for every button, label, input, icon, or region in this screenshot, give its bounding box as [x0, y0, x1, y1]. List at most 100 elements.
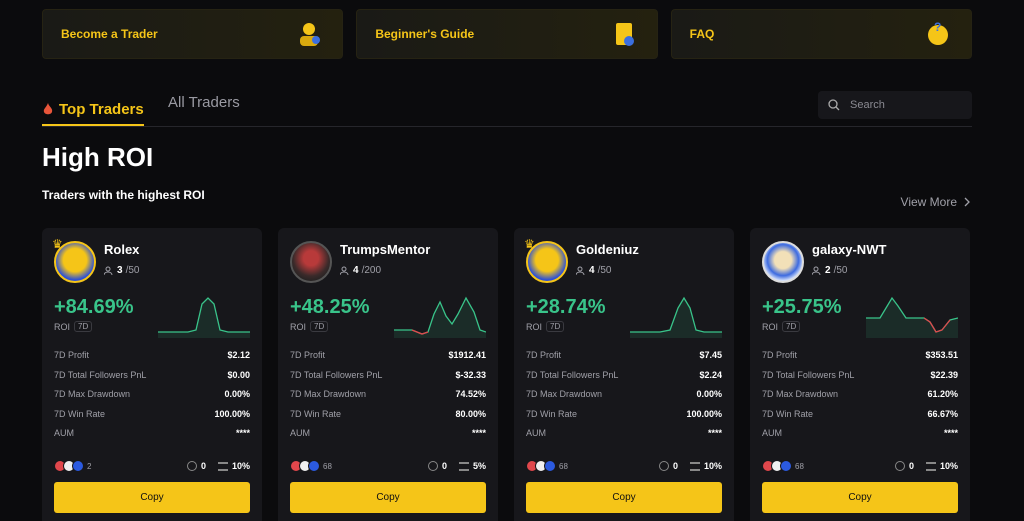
beginners-guide-banner[interactable]: Beginner's Guide	[356, 9, 658, 59]
sparkline-area	[394, 298, 486, 338]
stat-value: $1912.41	[448, 350, 486, 360]
tab-top-traders[interactable]: Top Traders	[42, 94, 144, 126]
stat-value: $7.45	[699, 350, 722, 360]
avatar	[526, 241, 568, 283]
stat-label: 7D Total Followers PnL	[762, 369, 855, 380]
stat-value: 0.00%	[696, 389, 722, 399]
copiers-stat: 0	[186, 461, 206, 471]
copiers-stat: 0	[427, 461, 447, 471]
roi-label-row: ROI 7D	[54, 321, 93, 332]
faq-icon: ?	[927, 20, 948, 45]
share-value: 5%	[472, 461, 486, 471]
roi-label: ROI	[54, 321, 71, 332]
stat-label: 7D Max Drawdown	[54, 389, 131, 399]
followers-current: 4	[589, 265, 595, 276]
become-trader-banner[interactable]: Become a Trader	[42, 9, 344, 59]
follower-count: 4/200	[340, 265, 381, 276]
copy-button[interactable]: Copy	[290, 482, 486, 513]
roi-label: ROI	[762, 321, 779, 332]
stats-list: 7D Profit $1912.41 7D Total Followers PnL $…	[290, 350, 486, 448]
followers-max: /50	[125, 265, 140, 276]
stack-icon	[689, 461, 700, 471]
roi-sparkline	[866, 296, 958, 338]
stat-label: 7D Max Drawdown	[762, 389, 839, 399]
stat-value: $2.12	[227, 350, 250, 360]
stat-label: 7D Win Rate	[54, 408, 106, 419]
stat-row: 7D Total Followers PnL $0.00	[54, 370, 250, 390]
followers-max: /200	[361, 265, 382, 276]
stat-row: 7D Win Rate 100.00%	[54, 409, 250, 429]
stack-icon	[458, 461, 469, 471]
crown-icon: ♛	[52, 237, 63, 251]
stat-row: 7D Win Rate 66.67%	[762, 409, 958, 429]
period-badge: 7D	[782, 321, 801, 332]
stat-value: ****	[943, 428, 958, 438]
coin-count: 68	[323, 461, 332, 471]
copiers-value: 0	[908, 461, 914, 471]
share-value: 10%	[939, 461, 958, 471]
coin-list: 68	[526, 460, 568, 472]
tab-label: Top Traders	[59, 100, 144, 118]
sparkline-area	[630, 298, 722, 338]
stat-row: 7D Profit $1912.41	[290, 350, 486, 370]
copy-button[interactable]: Copy	[54, 482, 250, 513]
section-subtitle: Traders with the highest ROI	[42, 188, 205, 202]
coin-list: 68	[290, 460, 332, 472]
search-input[interactable]	[850, 99, 960, 111]
copy-button[interactable]: Copy	[526, 482, 722, 513]
promo-row: Become a Trader Beginner's Guide FAQ ?	[42, 9, 972, 59]
stat-label: 7D Win Rate	[290, 408, 342, 419]
stat-row: 7D Max Drawdown 0.00%	[526, 389, 722, 409]
tab-all-traders[interactable]: All Traders	[168, 94, 240, 111]
avatar	[290, 241, 332, 283]
trader-name[interactable]: TrumpsMentor	[340, 242, 431, 257]
copiers-icon	[894, 461, 905, 471]
crown-icon: ♛	[524, 237, 535, 251]
stat-row: 7D Win Rate 80.00%	[290, 409, 486, 429]
stat-value: $22.39	[930, 369, 958, 380]
coin-icon	[780, 460, 792, 472]
promo-label: Become a Trader	[61, 27, 158, 41]
sparkline-negative	[923, 317, 951, 333]
stat-value: 80.00%	[455, 408, 486, 419]
stat-value: 61.20%	[927, 389, 958, 399]
stat-value: ****	[235, 428, 250, 438]
roi-label: ROI	[526, 321, 543, 332]
sparkline-line	[630, 296, 722, 333]
stats-list: 7D Profit $353.51 7D Total Followers PnL $2…	[762, 350, 958, 448]
stat-value: 0.00%	[224, 389, 250, 399]
stat-value: $353.51	[925, 350, 958, 360]
promo-label: FAQ	[689, 27, 715, 41]
followers-current: 3	[117, 265, 123, 276]
follower-count: 2/50	[812, 265, 847, 276]
coin-count: 2	[87, 461, 92, 471]
faq-banner[interactable]: FAQ ?	[670, 9, 972, 59]
trader-card[interactable]: ♛ Goldeniuz 4/50 +28.74% ROI 7D 7D Profi…	[514, 228, 734, 521]
period-badge: 7D	[546, 321, 565, 332]
roi-sparkline	[630, 296, 722, 338]
share-stat: 10%	[217, 461, 250, 471]
trader-name[interactable]: Rolex	[104, 242, 140, 257]
stat-row: 7D Total Followers PnL $2.24	[526, 370, 722, 390]
stat-label: 7D Total Followers PnL	[526, 369, 619, 380]
trader-name[interactable]: Goldeniuz	[576, 242, 639, 257]
stat-row: 7D Win Rate 100.00%	[526, 409, 722, 429]
stat-value: 66.67%	[927, 408, 958, 419]
coin-icon	[544, 460, 556, 472]
roi-label: ROI	[290, 321, 307, 332]
card-footer: 68 0 10%	[526, 459, 722, 473]
copiers-icon	[186, 461, 197, 471]
copy-button[interactable]: Copy	[762, 482, 958, 513]
trader-card[interactable]: ♛ TrumpsMentor 4/200 +48.25% ROI 7D 7D P…	[278, 228, 498, 521]
followers-icon	[104, 266, 113, 275]
stat-value: $0.00	[227, 369, 250, 380]
trader-card[interactable]: ♛ galaxy-NWT 2/50 +25.75% ROI 7D 7D Prof…	[750, 228, 970, 521]
trader-name[interactable]: galaxy-NWT	[812, 242, 887, 257]
view-more-link[interactable]: View More	[901, 195, 970, 209]
trader-card[interactable]: ♛ Rolex 3/50 +84.69% ROI 7D 7D Profit $2.…	[42, 228, 262, 521]
follower-count: 3/50	[104, 265, 139, 276]
stat-label: AUM	[526, 428, 546, 438]
stat-label: 7D Profit	[54, 350, 90, 360]
sparkline-negative	[411, 329, 429, 335]
stat-row: 7D Profit $353.51	[762, 350, 958, 370]
